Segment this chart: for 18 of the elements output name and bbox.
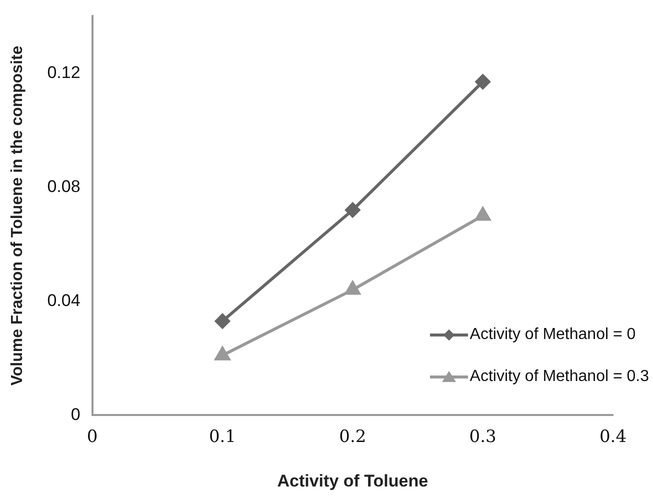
legend-label: Activity of Methanol = 0.3	[470, 368, 649, 386]
point	[475, 207, 490, 221]
x-tick-label: 0.1	[208, 426, 236, 447]
legend-label: Activity of Methanol = 0	[470, 326, 636, 344]
point	[345, 281, 360, 295]
x-tick-label: 0.3	[469, 426, 496, 447]
point	[214, 346, 230, 360]
y-tick-label: 0.12	[47, 62, 80, 82]
x-axis-title: Activity of Toluene	[277, 471, 428, 490]
point	[475, 74, 490, 90]
x-tick-label: 0.2	[339, 426, 366, 447]
y-axis-title: Volume Fraction of Toluene in the composite	[9, 46, 26, 386]
x-tick-label: 0	[86, 426, 98, 447]
x-tick-label: 0.4	[599, 426, 627, 447]
y-tick-label: 0.08	[47, 176, 80, 196]
y-tick-label: 0	[70, 404, 80, 424]
point	[345, 202, 360, 218]
y-tick-label: 0.04	[47, 290, 80, 310]
